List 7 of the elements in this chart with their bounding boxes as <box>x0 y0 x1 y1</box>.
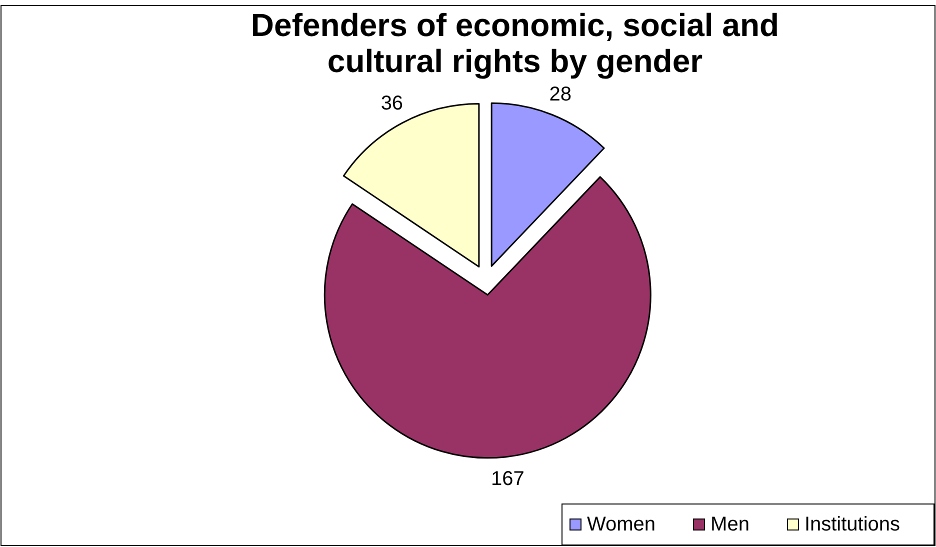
chart-title: Defenders of economic, social and cultural rights by gender <box>250 7 780 79</box>
legend-label: Women <box>587 514 656 536</box>
legend-label: Institutions <box>804 514 900 536</box>
data-label: 36 <box>380 92 404 114</box>
data-label: 167 <box>491 468 524 490</box>
legend-label: Men <box>710 514 750 536</box>
data-label: 28 <box>549 83 572 106</box>
